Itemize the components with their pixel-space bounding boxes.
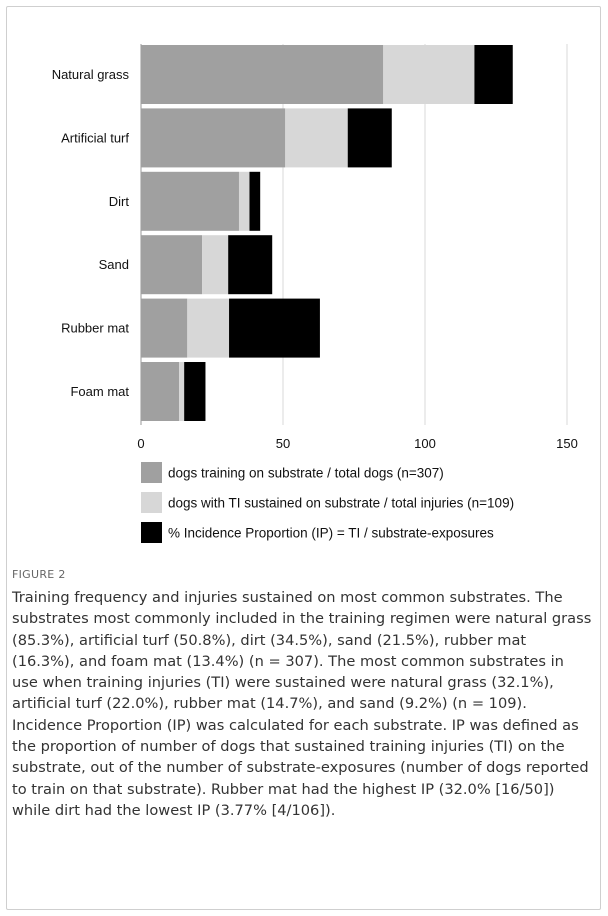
bar-rubber-mat-series-2 bbox=[187, 298, 230, 358]
bar-rubber-mat-series-3 bbox=[229, 298, 320, 358]
legend-label: dogs with TI sustained on substrate / to… bbox=[168, 496, 514, 511]
chart-legend: dogs training on substrate / total dogs … bbox=[141, 462, 514, 543]
figure-label: FIGURE 2 bbox=[12, 568, 66, 581]
category-label: Rubber mat bbox=[61, 321, 129, 336]
bar-dirt-series-1 bbox=[141, 171, 239, 231]
bar-natural-grass-series-2 bbox=[383, 45, 475, 104]
bar-natural-grass-series-1 bbox=[141, 45, 384, 104]
bar-artificial-turf-series-3 bbox=[347, 108, 392, 168]
bar-sand-series-1 bbox=[141, 235, 203, 295]
category-label: Foam mat bbox=[70, 384, 129, 399]
x-tick-label: 0 bbox=[137, 436, 144, 451]
x-tick-label: 150 bbox=[556, 436, 578, 451]
figure-caption: FIGURE 2 Training frequency and injuries… bbox=[12, 568, 592, 821]
category-labels: Natural grass Artificial turf Dirt Sand Rubb… bbox=[52, 67, 130, 399]
chart-bars bbox=[141, 45, 513, 421]
legend-swatch bbox=[141, 522, 162, 543]
legend-label: dogs training on substrate / total dogs … bbox=[168, 466, 444, 481]
bar-foam-mat-series-3 bbox=[184, 362, 206, 421]
figure-caption-text: Training frequency and injuries sustaine… bbox=[12, 589, 592, 819]
bar-artificial-turf-series-2 bbox=[285, 108, 348, 168]
category-label: Natural grass bbox=[52, 67, 130, 82]
bar-natural-grass-series-3 bbox=[474, 45, 513, 104]
legend-swatch bbox=[141, 492, 162, 513]
category-label: Artificial turf bbox=[61, 130, 129, 145]
bar-rubber-mat-series-1 bbox=[141, 298, 188, 358]
category-label: Sand bbox=[99, 257, 129, 272]
stacked-bar-chart: Natural grass Artificial turf Dirt Sand Rubb… bbox=[52, 44, 578, 543]
x-tick-label: 100 bbox=[414, 436, 436, 451]
x-tick-label: 50 bbox=[276, 436, 290, 451]
bar-dirt-series-3 bbox=[249, 171, 261, 231]
legend-swatch bbox=[141, 462, 162, 483]
x-tick-labels: 0 50 100 150 bbox=[137, 436, 577, 451]
chart-gridlines bbox=[140, 44, 568, 425]
bar-artificial-turf-series-1 bbox=[141, 108, 286, 168]
bar-dirt-series-2 bbox=[238, 171, 250, 231]
bar-foam-mat-series-2 bbox=[179, 362, 185, 421]
category-label: Dirt bbox=[109, 194, 130, 209]
bar-foam-mat-series-1 bbox=[141, 362, 180, 421]
bar-sand-series-2 bbox=[202, 235, 229, 295]
legend-label: % Incidence Proportion (IP) = TI / subst… bbox=[168, 526, 494, 541]
bar-sand-series-3 bbox=[228, 235, 273, 295]
